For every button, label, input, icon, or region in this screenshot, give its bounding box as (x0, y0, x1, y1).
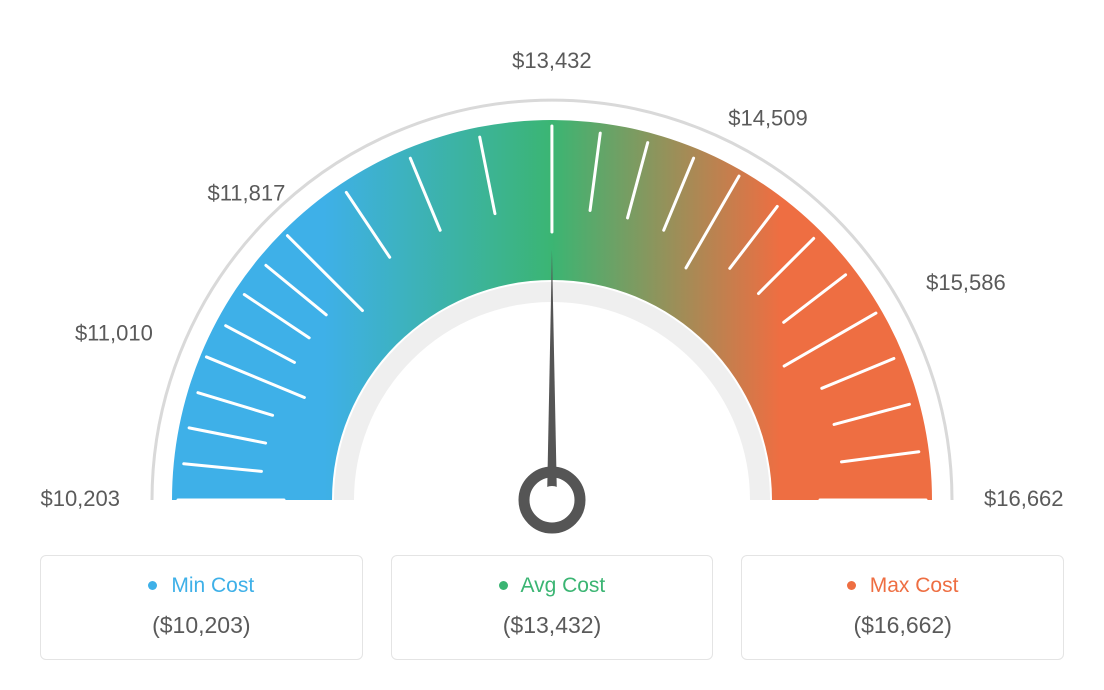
dot-icon-avg (499, 581, 508, 590)
legend-card-max: Max Cost ($16,662) (741, 555, 1064, 660)
legend-label-avg-text: Avg Cost (520, 574, 605, 597)
legend-row: Min Cost ($10,203) Avg Cost ($13,432) Ma… (40, 555, 1064, 660)
legend-value-max: ($16,662) (752, 612, 1053, 639)
dot-icon-max (847, 581, 856, 590)
legend-value-avg: ($13,432) (402, 612, 703, 639)
legend-label-min-text: Min Cost (171, 574, 254, 597)
svg-text:$11,010: $11,010 (75, 321, 153, 346)
legend-label-max: Max Cost (752, 574, 1053, 598)
legend-label-max-text: Max Cost (870, 574, 959, 597)
legend-card-min: Min Cost ($10,203) (40, 555, 363, 660)
legend-label-min: Min Cost (51, 574, 352, 598)
gauge-svg: $10,203 $11,010 $11,817 $13,432 $14,509 $15,5… (0, 0, 1104, 560)
legend-value-min: ($10,203) (51, 612, 352, 639)
svg-text:$13,432: $13,432 (512, 48, 592, 73)
cost-gauge: $10,203 $11,010 $11,817 $13,432 $14,509 $15,5… (0, 0, 1104, 560)
svg-text:$16,662: $16,662 (984, 486, 1064, 511)
svg-text:$15,586: $15,586 (926, 270, 1006, 295)
legend-label-avg: Avg Cost (402, 574, 703, 598)
svg-text:$11,817: $11,817 (207, 180, 285, 205)
svg-text:$14,509: $14,509 (728, 106, 808, 131)
dot-icon-min (148, 581, 157, 590)
svg-text:$10,203: $10,203 (40, 486, 120, 511)
legend-card-avg: Avg Cost ($13,432) (391, 555, 714, 660)
